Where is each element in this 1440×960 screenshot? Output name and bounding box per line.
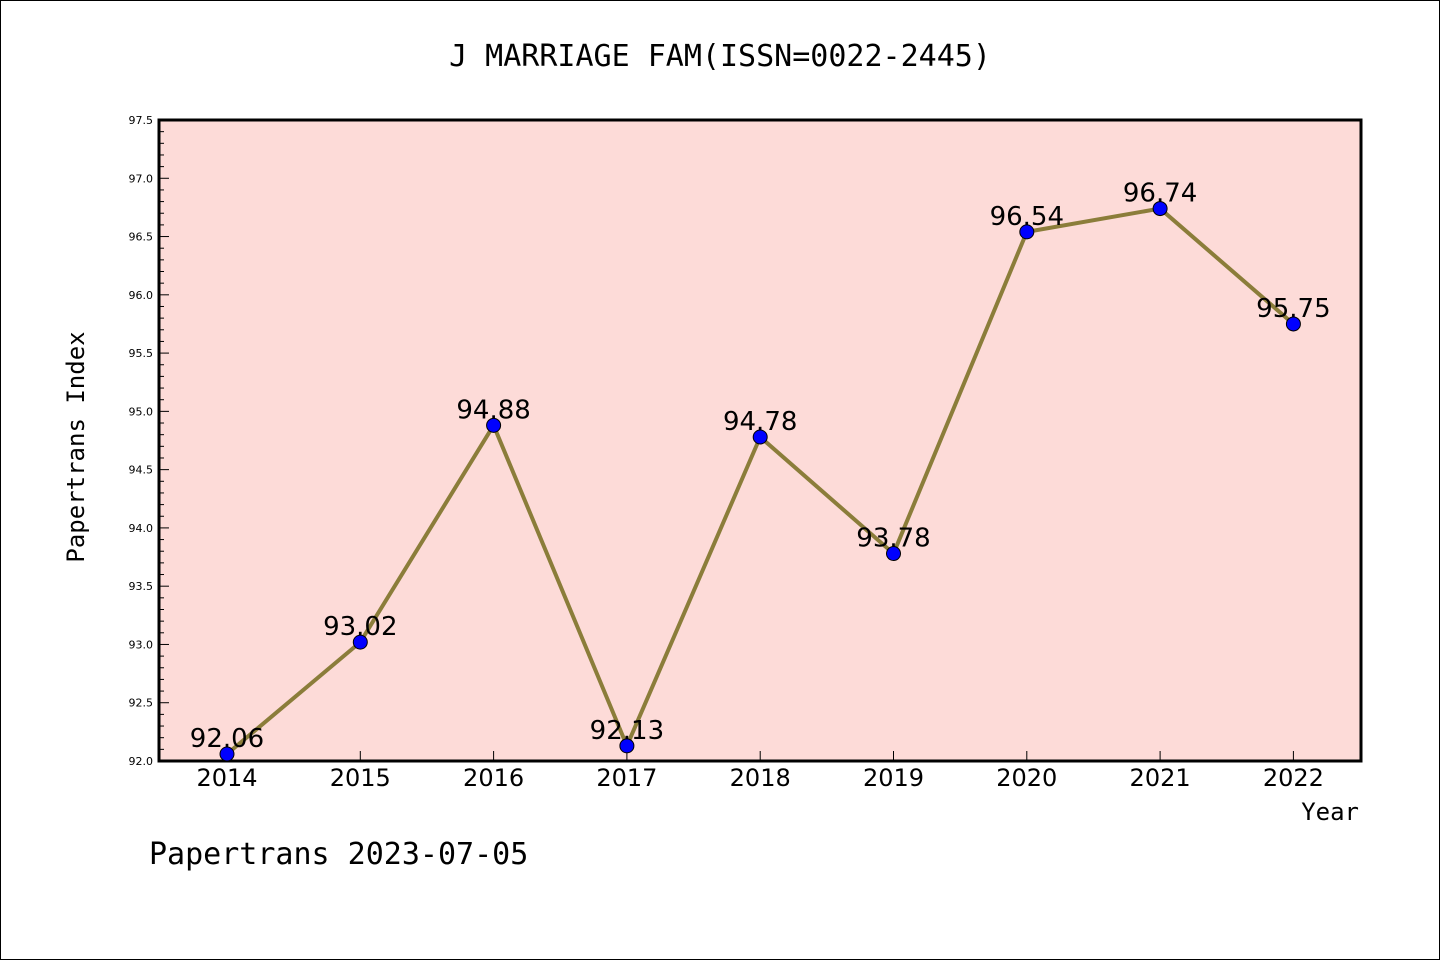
y-tick-label: 92.5 bbox=[129, 697, 154, 710]
data-label: 95.75 bbox=[1256, 294, 1330, 324]
data-point bbox=[219, 746, 235, 762]
data-label: 94.88 bbox=[456, 395, 530, 425]
data-label: 92.13 bbox=[590, 716, 664, 746]
x-tick-label: 2020 bbox=[996, 764, 1057, 792]
y-tick-label: 97.5 bbox=[129, 114, 154, 127]
y-tick-label: 97.0 bbox=[129, 172, 154, 185]
x-tick-label: 2021 bbox=[1130, 764, 1191, 792]
x-tick-label: 2019 bbox=[863, 764, 924, 792]
x-axis-ticks: 2014 2015 2016 2017 2018 2019 2020 2021 2022 bbox=[196, 751, 1324, 792]
x-tick-label: 2022 bbox=[1263, 764, 1324, 792]
y-tick-label: 96.0 bbox=[129, 289, 154, 302]
data-point bbox=[352, 634, 368, 650]
y-tick-label: 94.5 bbox=[129, 464, 154, 477]
data-label: 93.02 bbox=[323, 612, 397, 642]
x-tick-label: 2017 bbox=[596, 764, 657, 792]
data-point bbox=[1285, 316, 1301, 332]
data-labels-group: 92.06 93.02 94.88 92.13 94.78 93.78 96.54 96.74… bbox=[190, 179, 1331, 754]
y-tick-label: 95.0 bbox=[129, 405, 154, 418]
x-axis-label: Year bbox=[1301, 798, 1359, 826]
x-tick-label: 2018 bbox=[730, 764, 791, 792]
x-tick-label: 2014 bbox=[196, 764, 257, 792]
data-label: 96.54 bbox=[990, 202, 1064, 232]
data-label: 94.78 bbox=[723, 407, 797, 437]
data-point bbox=[619, 738, 635, 754]
y-axis-ticks: 92.0 92.5 93.0 93.5 94.0 94.5 95.0 95.5 96.0 96.5… bbox=[129, 114, 169, 768]
chart-title: J MARRIAGE FAM(ISSN=0022-2445) bbox=[449, 39, 991, 74]
y-tick-label: 93.0 bbox=[129, 638, 154, 651]
x-tick-label: 2015 bbox=[330, 764, 391, 792]
x-tick-label: 2016 bbox=[463, 764, 524, 792]
data-label: 96.74 bbox=[1123, 179, 1197, 209]
data-label: 92.06 bbox=[190, 724, 264, 754]
y-tick-label: 94.0 bbox=[129, 522, 154, 535]
data-label: 93.78 bbox=[856, 524, 930, 554]
series-points-group bbox=[219, 201, 1301, 762]
footer-text: Papertrans 2023-07-05 bbox=[149, 837, 528, 872]
y-tick-label: 93.5 bbox=[129, 580, 154, 593]
data-point bbox=[752, 429, 768, 445]
y-tick-label: 95.5 bbox=[129, 347, 154, 360]
data-point bbox=[1152, 201, 1168, 217]
data-point bbox=[486, 417, 502, 433]
y-axis-label: Papertrans Index bbox=[62, 331, 90, 562]
y-tick-label: 96.5 bbox=[129, 231, 154, 244]
data-point bbox=[886, 546, 901, 562]
y-tick-label: 92.0 bbox=[129, 755, 154, 768]
data-point bbox=[1019, 224, 1035, 240]
